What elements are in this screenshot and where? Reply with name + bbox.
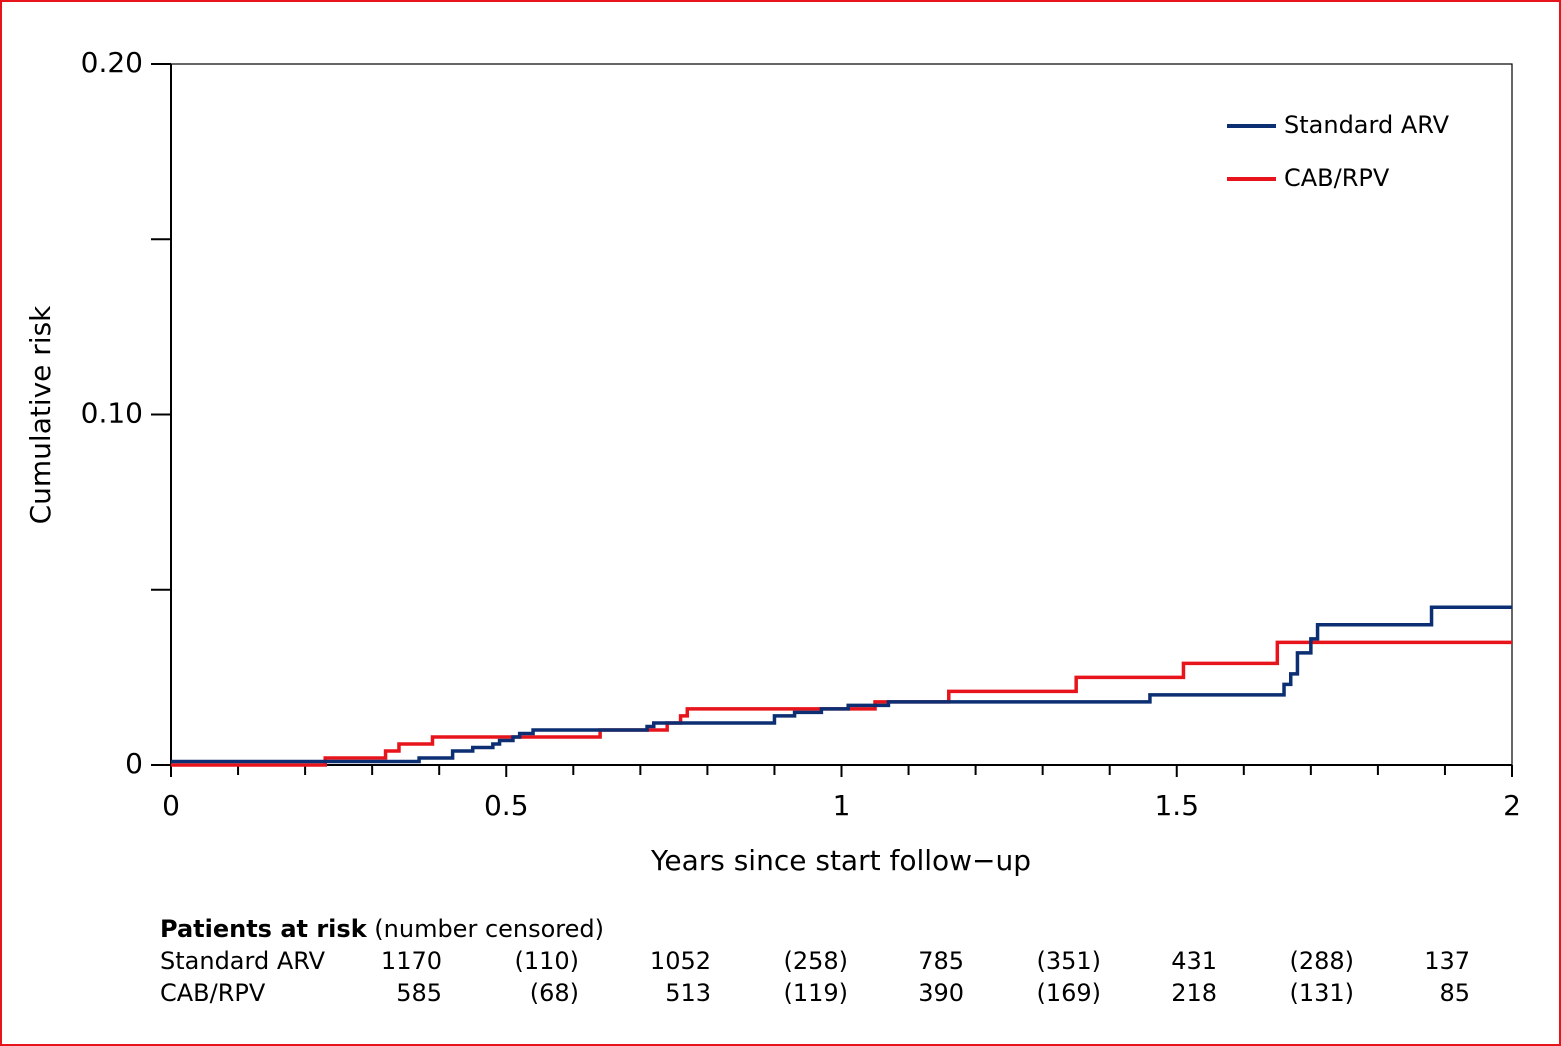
risk-value-cell: 85 bbox=[1439, 979, 1470, 1007]
risk-value-cell: 137 bbox=[1424, 947, 1470, 975]
risk-value-cell: (110) bbox=[514, 947, 579, 975]
series-line-standard-arv bbox=[171, 605, 1512, 764]
legend: Standard ARV CAB/RPV bbox=[1227, 111, 1450, 192]
y-tick-label: 0.10 bbox=[81, 397, 143, 430]
x-axis-title: Years since start follow−up bbox=[650, 844, 1031, 877]
risk-value-cell: (131) bbox=[1289, 979, 1354, 1007]
risk-value-cell: 585 bbox=[396, 979, 442, 1007]
y-tick-label: 0 bbox=[125, 747, 143, 780]
risk-row-label-cab-rpv: CAB/RPV bbox=[160, 979, 266, 1007]
risk-value-cell: 785 bbox=[918, 947, 964, 975]
legend-label-cab-rpv: CAB/RPV bbox=[1284, 164, 1390, 192]
risk-value-cell: (351) bbox=[1036, 947, 1101, 975]
risk-value-cell: 1170 bbox=[381, 947, 442, 975]
x-tick-label: 2 bbox=[1503, 789, 1521, 822]
y-tick-label: 0.20 bbox=[81, 46, 143, 79]
risk-row-label-standard-arv: Standard ARV bbox=[160, 947, 326, 975]
risk-value-cell: 390 bbox=[918, 979, 964, 1007]
risk-value-cell: 1052 bbox=[650, 947, 711, 975]
risk-table: Patients at risk (number censored) Stand… bbox=[160, 915, 1470, 1007]
risk-value-cell: (119) bbox=[783, 979, 848, 1007]
x-tick-label: 1.5 bbox=[1154, 789, 1199, 822]
series-line-cab-rpv bbox=[171, 640, 1512, 767]
risk-table-heading: Patients at risk (number censored) bbox=[160, 915, 604, 943]
risk-value-cell: (68) bbox=[530, 979, 579, 1007]
x-tick-label: 0 bbox=[162, 789, 180, 822]
risk-value-cell: 431 bbox=[1171, 947, 1217, 975]
x-tick-label: 0.5 bbox=[484, 789, 529, 822]
risk-value-cell: 513 bbox=[665, 979, 711, 1007]
y-axis-title: Cumulative risk bbox=[24, 305, 57, 525]
x-ticks: 0 0.5 1 1.5 2 bbox=[162, 765, 1521, 822]
risk-value-cell: (258) bbox=[783, 947, 848, 975]
legend-label-standard-arv: Standard ARV bbox=[1284, 111, 1450, 139]
x-tick-label: 1 bbox=[833, 789, 851, 822]
risk-value-cell: 218 bbox=[1171, 979, 1217, 1007]
y-ticks: 0 0.10 0.20 bbox=[81, 46, 171, 780]
series-layer bbox=[171, 605, 1512, 767]
risk-values: 1170 (110) 1052 (258) 785 (351) 431 (288) 137 585… bbox=[381, 947, 1470, 1007]
risk-table-heading-bold: Patients at risk bbox=[160, 915, 368, 943]
risk-value-cell: (288) bbox=[1289, 947, 1354, 975]
risk-table-heading-rest: (number censored) bbox=[367, 915, 604, 943]
risk-value-cell: (169) bbox=[1036, 979, 1101, 1007]
